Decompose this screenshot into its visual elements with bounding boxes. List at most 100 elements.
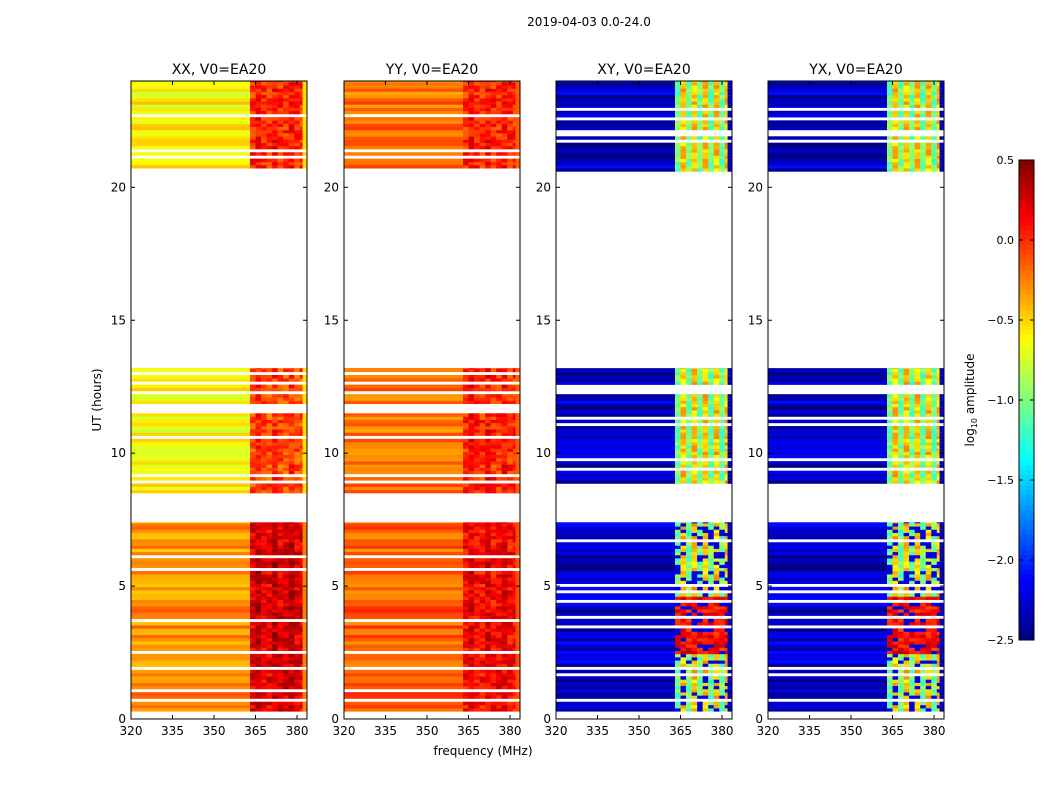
heatmap-cell [468, 422, 475, 427]
heatmap-cell [939, 606, 944, 610]
heatmap-cell [249, 142, 256, 147]
heatmap-cell [131, 660, 250, 664]
heatmap-cell [496, 612, 503, 616]
heatmap-cell [713, 394, 720, 398]
heatmap-cell [462, 133, 469, 137]
heatmap-cell [914, 371, 921, 376]
heatmap-cell [468, 621, 475, 626]
heatmap-cell [131, 669, 250, 674]
heatmap-cell [697, 676, 703, 680]
heatmap-cell [496, 535, 503, 540]
heatmap-cell [898, 448, 904, 452]
heatmap-cell [702, 413, 709, 417]
heatmap-cell [686, 596, 692, 600]
heatmap-cell [261, 564, 267, 569]
heatmap-cell [131, 426, 250, 430]
heatmap-cell [462, 438, 469, 443]
heatmap-cell [462, 123, 469, 128]
heatmap-cell [939, 660, 944, 664]
heatmap-cell [344, 526, 463, 530]
heatmap-cell [914, 545, 921, 549]
heatmap-cell [719, 602, 726, 607]
heatmap-cell [131, 133, 250, 137]
heatmap-cell [474, 558, 480, 562]
heatmap-cell [939, 448, 944, 452]
heatmap-cell [914, 535, 921, 540]
heatmap-cell [283, 126, 290, 131]
heatmap-cell [462, 368, 469, 369]
heatmap-cell [686, 704, 692, 709]
heatmap-cell [468, 583, 475, 588]
heatmap-cell [261, 394, 267, 398]
heatmap-cell [485, 470, 491, 475]
heatmap-cell [283, 564, 290, 569]
heatmap-cell [344, 91, 463, 96]
heatmap-cell [485, 634, 491, 639]
x-tick-label: 350 [203, 724, 226, 738]
heatmap-cell [697, 426, 703, 430]
heatmap-cell [719, 381, 726, 385]
heatmap-cell [283, 145, 290, 150]
heatmap-cell [288, 522, 295, 524]
heatmap-cell [507, 464, 514, 468]
heatmap-cell [886, 161, 893, 166]
heatmap-cell [302, 583, 307, 588]
heatmap-cell [680, 580, 687, 584]
heatmap-cell [344, 596, 463, 600]
heatmap-cell [920, 612, 927, 616]
heatmap-cell [294, 602, 301, 607]
heatmap-cell [708, 432, 715, 436]
heatmap-cell [898, 676, 904, 680]
heatmap-cell [474, 535, 480, 540]
heatmap-cell [680, 701, 687, 706]
heatmap-cell [255, 564, 262, 569]
heatmap-cell [697, 523, 703, 527]
heatmap-cell [903, 637, 910, 642]
heatmap-cell [479, 445, 486, 449]
heatmap-cell [708, 473, 715, 478]
heatmap-cell [768, 400, 887, 405]
heatmap-cell [939, 682, 944, 687]
heatmap-cell [474, 695, 480, 699]
heatmap-cell [680, 586, 687, 591]
heatmap-cell [485, 387, 491, 392]
heatmap-cell [674, 628, 681, 632]
heatmap-cell [302, 432, 307, 436]
heatmap-cell [277, 126, 284, 131]
heatmap-cell [909, 650, 915, 655]
heatmap-cell [288, 523, 295, 527]
heatmap-cell [474, 679, 480, 683]
heatmap-cell [249, 701, 256, 706]
heatmap-cell [302, 477, 307, 481]
heatmap-cell [507, 682, 514, 687]
heatmap-cell [680, 426, 687, 430]
heatmap-cell [272, 454, 278, 459]
heatmap-cell [468, 580, 475, 584]
heatmap-cell [680, 561, 687, 565]
heatmap-cell [914, 586, 921, 591]
heatmap-cell [931, 545, 938, 549]
heatmap-cell [920, 567, 927, 572]
heatmap-cell [920, 704, 927, 709]
heatmap-cell [697, 120, 703, 124]
heatmap-cell [462, 416, 469, 420]
heatmap-cell [768, 676, 887, 680]
heatmap-cell [702, 631, 709, 636]
heatmap-cell [283, 467, 290, 472]
heatmap-cell [496, 628, 503, 632]
heatmap-cell [255, 94, 262, 99]
heatmap-cell [302, 692, 307, 696]
heatmap-cell [485, 426, 491, 430]
heatmap-cell [674, 451, 681, 456]
heatmap-cell [468, 657, 475, 661]
heatmap-cell [515, 161, 520, 166]
heatmap-cell [507, 129, 514, 134]
heatmap-cell [261, 91, 267, 96]
heatmap-cell [344, 673, 463, 677]
heatmap-cell [680, 477, 687, 481]
heatmap-cell [886, 606, 893, 610]
heatmap-cell [515, 445, 520, 449]
heatmap-cell [702, 688, 709, 693]
heatmap-cell [272, 593, 278, 597]
heatmap-cell [261, 548, 267, 553]
